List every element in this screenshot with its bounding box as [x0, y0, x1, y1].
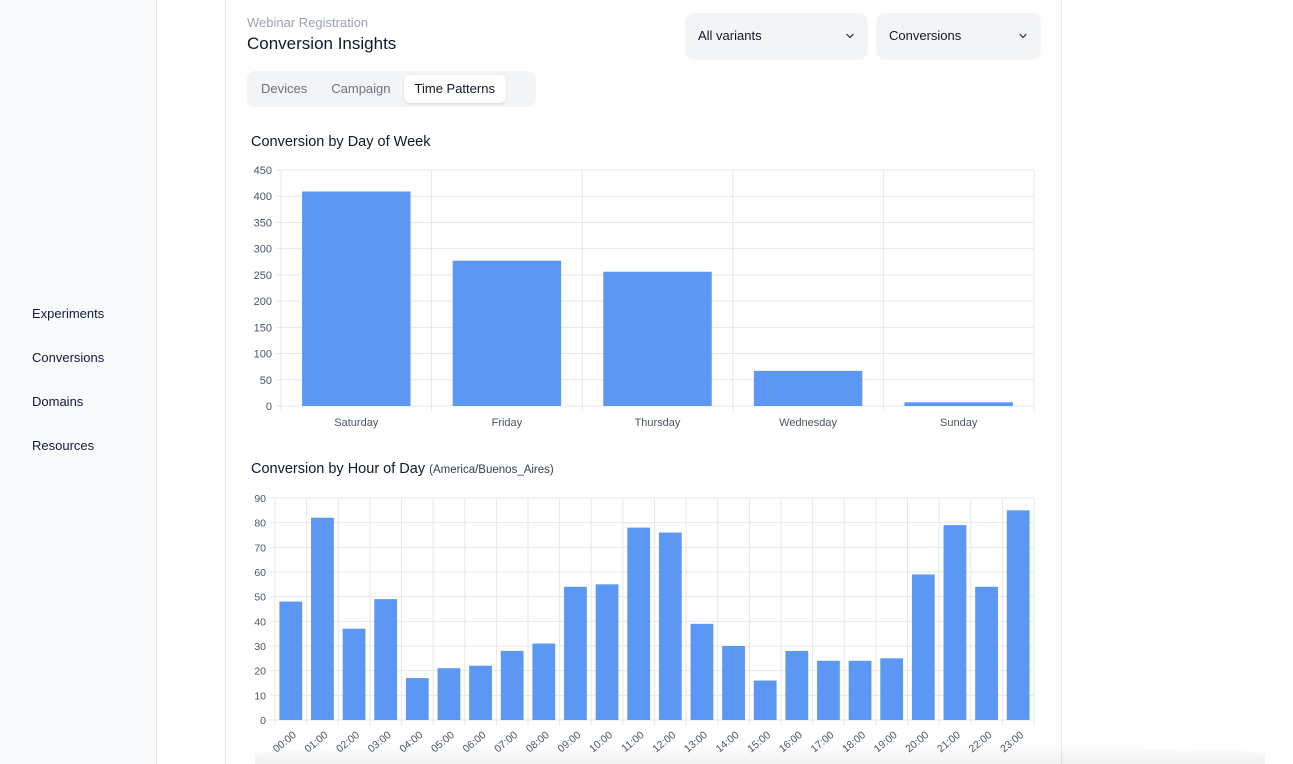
hour-chart-bar	[753, 680, 777, 720]
day-chart-y-tick-label: 450	[254, 165, 272, 177]
variant-select[interactable]: All variants	[686, 13, 867, 58]
hour-chart-bar	[817, 660, 840, 720]
day-chart-y-tick-label: 200	[254, 296, 272, 308]
sidebar-item-resources[interactable]: Resources	[32, 438, 95, 453]
variant-select-value: All variants	[698, 28, 762, 43]
day-chart-title: Conversion by Day of Week	[251, 134, 431, 150]
day-chart-x-tick-label: Thursday	[635, 417, 681, 429]
hour-chart-bar	[880, 658, 904, 720]
hour-chart-bar	[911, 574, 935, 720]
hour-chart-bar	[943, 525, 967, 720]
tab-campaign[interactable]: Campaign	[331, 81, 391, 96]
hour-chart-bar	[405, 678, 429, 720]
chevron-down-icon	[846, 33, 854, 38]
hour-chart-timezone: (America/Buenos_Aires)	[429, 464, 554, 476]
day-chart-x-tick-label: Sunday	[940, 417, 978, 429]
day-chart-bar	[753, 370, 863, 406]
hour-chart-bar	[722, 646, 745, 720]
hour-chart-y-tick-label: 80	[254, 518, 266, 530]
hour-chart-bar	[500, 650, 524, 720]
metric-select-value: Conversions	[889, 28, 962, 43]
day-chart-bar	[904, 402, 1013, 406]
tab-bar: Devices Campaign Time Patterns	[247, 71, 536, 107]
day-chart-y-tick-label: 350	[254, 217, 272, 229]
hour-chart-y-tick-label: 10	[254, 690, 266, 702]
day-chart-y-tick-label: 300	[254, 244, 272, 256]
sidebar-item-experiments[interactable]: Experiments	[32, 306, 105, 321]
hour-chart-y-tick-label: 70	[254, 542, 266, 554]
day-chart-bar	[452, 260, 562, 406]
day-chart-y-tick-label: 100	[254, 349, 272, 361]
hour-chart-y-tick-label: 40	[254, 616, 266, 628]
chevron-down-icon	[1019, 33, 1027, 38]
hour-chart-title: Conversion by Hour of Day	[251, 461, 426, 477]
hour-chart-bar	[342, 628, 366, 720]
hour-chart-bar	[532, 643, 556, 720]
hour-chart-y-tick-label: 20	[254, 666, 266, 678]
hour-chart-y-tick-label: 60	[254, 567, 266, 579]
hour-chart-bar	[374, 599, 398, 720]
hour-chart-bar	[627, 527, 651, 720]
page-eyebrow: Webinar Registration	[247, 15, 369, 30]
hour-chart-bar	[279, 601, 303, 720]
day-chart-bar	[302, 191, 411, 406]
day-chart-x-tick-label: Friday	[492, 417, 523, 429]
day-chart-bar	[603, 271, 712, 406]
metric-select[interactable]: Conversions	[877, 13, 1040, 58]
day-chart-y-tick-label: 0	[266, 401, 272, 413]
hour-chart-bar	[848, 660, 872, 720]
hour-chart-bar	[1006, 510, 1030, 720]
hour-chart-bar	[975, 586, 998, 720]
hour-chart-bar	[595, 584, 619, 720]
hour-chart-y-tick-label: 90	[254, 493, 266, 505]
day-chart-y-tick-label: 400	[254, 191, 272, 203]
sidebar-item-domains[interactable]: Domains	[32, 394, 84, 409]
bottom-edge-shadow	[255, 744, 1265, 764]
hour-chart-title-wrap: Conversion by Hour of Day (America/Bueno…	[251, 461, 554, 477]
hour-chart-bar	[564, 586, 587, 720]
day-chart-x-tick-label: Saturday	[334, 417, 379, 429]
page-title: Conversion Insights	[247, 34, 397, 53]
hour-chart-y-tick-label: 0	[260, 715, 266, 727]
hour-chart-bar	[311, 517, 334, 720]
hour-chart-y-tick-label: 50	[254, 592, 266, 604]
hour-chart-bar	[658, 532, 682, 720]
day-chart-y-tick-label: 250	[254, 270, 272, 282]
day-chart-y-tick-label: 150	[254, 322, 272, 334]
sidebar-nav: Experiments Conversions Domains Resource…	[32, 304, 104, 480]
hour-chart-bar	[437, 668, 461, 720]
sidebar-item-conversions[interactable]: Conversions	[32, 350, 105, 365]
sidebar: Experiments Conversions Domains Resource…	[0, 0, 157, 764]
hour-chart-y-tick-label: 30	[254, 641, 266, 653]
day-chart-x-tick-label: Wednesday	[779, 417, 837, 429]
day-chart-y-tick-label: 50	[260, 375, 272, 387]
tab-devices[interactable]: Devices	[261, 81, 308, 96]
hour-chart-bar	[785, 650, 809, 720]
hour-chart-bar	[690, 623, 714, 720]
hour-chart-bar	[469, 665, 492, 720]
tab-time-patterns[interactable]: Time Patterns	[403, 75, 506, 103]
